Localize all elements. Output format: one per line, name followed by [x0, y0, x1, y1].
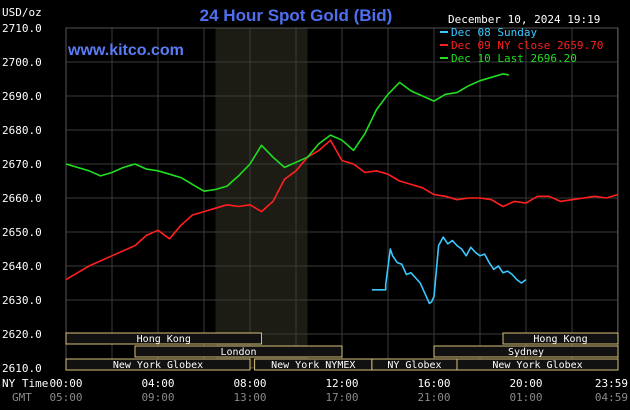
session-bar: [65, 358, 251, 371]
y-tick-label: 2710.0: [2, 22, 42, 35]
x-tick-label-gmt: 09:00: [141, 391, 174, 404]
y-tick-labels: 2710.0 2700.0 2690.0 2680.0 2670.0 2660.0 2650…: [2, 22, 42, 375]
x-tick-label-ny: 12:00: [325, 377, 358, 390]
session-bars: Hong Kong Hong Kong London Sydney New York G…: [65, 332, 619, 371]
session-label: Sydney: [508, 347, 544, 358]
x-ny-time-label: NY Time: [2, 377, 48, 390]
x-tick-label-gmt: 05:00: [49, 391, 82, 404]
x-tick-label-ny: 00:00: [49, 377, 82, 390]
y-tick-label: 2640.0: [2, 260, 42, 273]
chart-datetime: December 10, 2024 19:19: [448, 13, 600, 26]
x-tick-label-ny: 04:00: [141, 377, 174, 390]
y-tick-label: 2660.0: [2, 192, 42, 205]
y-tick-label: 2700.0: [2, 56, 42, 69]
session-bar: [134, 345, 343, 358]
session-bar: [502, 332, 619, 345]
session-label: London: [220, 347, 256, 358]
x-tick-label-gmt: 13:00: [233, 391, 266, 404]
legend-entry: Dec 08 Sunday: [451, 26, 537, 39]
y-tick-label: 2670.0: [2, 158, 42, 171]
session-label: New York NYMEX: [271, 360, 355, 371]
y-tick-label: 2610.0: [2, 362, 42, 375]
series-lines: [65, 73, 618, 305]
legend-entry: Dec 09 NY close 2659.70: [451, 39, 603, 52]
source-label: www.kitco.com: [67, 42, 184, 59]
x-tick-label-gmt: 17:00: [325, 391, 358, 404]
legend-entry: Dec 10 Last 2696.20: [451, 52, 577, 65]
chart-title: 24 Hour Spot Gold (Bid): [200, 6, 393, 25]
y-tick-label: 2650.0: [2, 226, 42, 239]
x-tick-label-ny: 08:00: [233, 377, 266, 390]
session-label: New York Globex: [113, 360, 203, 371]
x-tick-label-gmt: 04:59: [595, 391, 628, 404]
series-line-2: [65, 139, 618, 281]
grid-lines: [65, 27, 619, 369]
series-line-3: [65, 73, 509, 192]
session-bar: [433, 345, 619, 358]
y-unit-label: USD/oz: [2, 6, 42, 19]
y-tick-label: 2630.0: [2, 294, 42, 307]
session-label: Hong Kong: [137, 334, 191, 345]
session-label: New York Globex: [492, 360, 582, 371]
session-label: Hong Kong: [533, 334, 587, 345]
y-tick-label: 2680.0: [2, 124, 42, 137]
session-label: NY Globex: [387, 360, 441, 371]
session-bar: [456, 358, 619, 371]
series-line-1: [371, 236, 527, 305]
y-tick-label: 2620.0: [2, 328, 42, 341]
x-tick-label-ny: 23:59: [595, 377, 628, 390]
session-bar: [65, 332, 262, 345]
x-tick-label-ny: 20:00: [509, 377, 542, 390]
x-tick-label-gmt: 21:00: [417, 391, 450, 404]
x-tick-label-ny: 16:00: [417, 377, 450, 390]
x-tick-label-gmt: 01:00: [509, 391, 542, 404]
x-gmt-label: GMT: [12, 391, 32, 404]
y-tick-label: 2690.0: [2, 90, 42, 103]
